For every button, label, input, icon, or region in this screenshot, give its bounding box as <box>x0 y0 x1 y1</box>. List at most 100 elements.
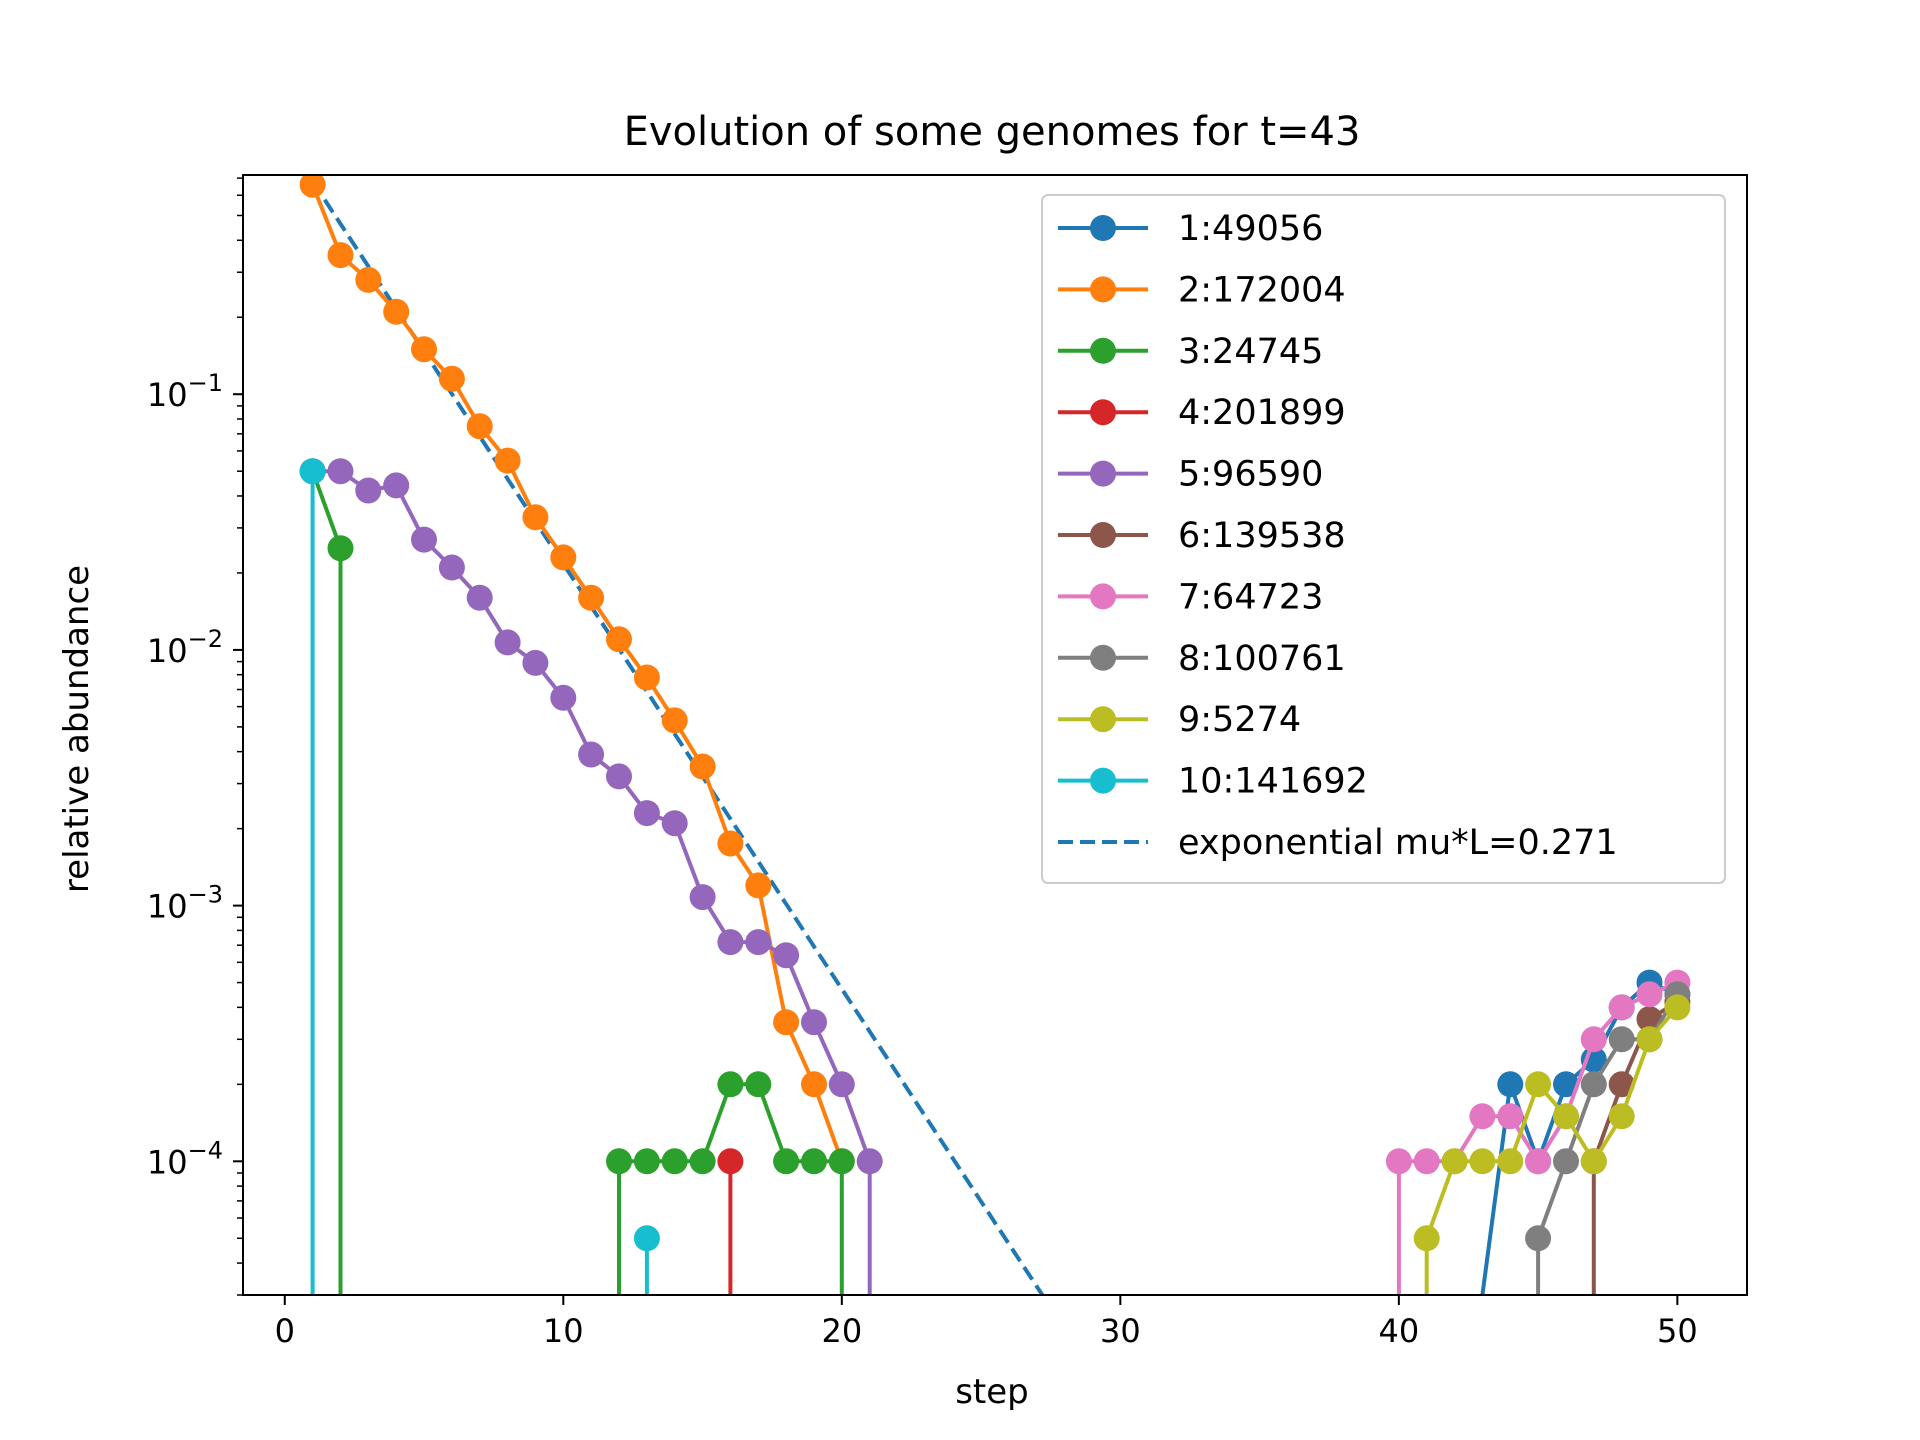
series-point-5:96590 <box>661 810 688 837</box>
legend-label: 6:139538 <box>1178 516 1346 556</box>
legend-swatch-marker <box>1090 644 1116 671</box>
series-point-9:5274 <box>1636 1026 1663 1053</box>
series-point-7:64723 <box>1580 1026 1607 1053</box>
series-point-2:172004 <box>438 365 465 392</box>
series-point-5:96590 <box>717 929 744 956</box>
series-point-5:96590 <box>494 629 521 656</box>
series-point-9:5274 <box>1413 1225 1440 1252</box>
x-tick-label: 30 <box>1100 1312 1141 1350</box>
legend-label: 2:172004 <box>1178 270 1346 310</box>
series-point-5:96590 <box>466 584 493 611</box>
fit-line <box>310 180 1045 1295</box>
series-point-2:172004 <box>773 1009 800 1036</box>
series-point-3:24745 <box>606 1148 632 1175</box>
series-point-2:172004 <box>327 242 354 269</box>
y-tick-label: 10−3 <box>147 881 223 926</box>
series-point-8:100761 <box>1553 1148 1579 1175</box>
axes: 0 10 20 30 40 50 10−1 10−2 10−3 10−4 <box>147 174 1748 1350</box>
x-axis-label: step <box>955 1372 1029 1412</box>
series-point-5:96590 <box>856 1148 883 1175</box>
series-point-4:201899 <box>717 1148 744 1175</box>
legend-label: 7:64723 <box>1178 577 1323 617</box>
series-point-7:64723 <box>1385 1148 1412 1175</box>
series-point-2:172004 <box>717 830 744 857</box>
legend: 1:49056 2:172004 3:24745 4:201899 5:96590 6:1… <box>1041 194 1726 884</box>
series-point-7:64723 <box>1608 994 1635 1021</box>
y-tick-label: 10−2 <box>147 625 223 670</box>
series-point-3:24745 <box>633 1148 660 1175</box>
series-point-9:5274 <box>1664 994 1691 1021</box>
series-point-7:64723 <box>1469 1103 1496 1130</box>
legend-label: 5:96590 <box>1178 455 1323 495</box>
series-point-9:5274 <box>1497 1148 1524 1175</box>
series-point-5:96590 <box>633 800 660 827</box>
series-point-5:96590 <box>383 472 410 499</box>
legend-swatch-marker <box>1090 522 1116 548</box>
series-point-9:5274 <box>1553 1103 1579 1130</box>
series-point-9:5274 <box>1525 1071 1552 1098</box>
y-tick-label: 10−4 <box>147 1136 223 1181</box>
series-point-3:24745 <box>745 1071 772 1098</box>
series-point-5:96590 <box>801 1009 827 1036</box>
series-point-2:172004 <box>466 413 493 440</box>
series-point-10:141692 <box>633 1225 660 1252</box>
series-point-2:172004 <box>411 336 437 363</box>
x-tick-label: 10 <box>543 1312 584 1350</box>
legend-label: 1:49056 <box>1178 209 1323 249</box>
series-point-5:96590 <box>773 942 800 969</box>
series-point-5:96590 <box>327 458 354 485</box>
series-point-9:5274 <box>1608 1103 1635 1130</box>
chart-title: Evolution of some genomes for t=43 <box>624 109 1361 155</box>
series-point-8:100761 <box>1580 1071 1607 1098</box>
y-axis-label: relative abundance <box>57 565 97 893</box>
series-point-1:49056 <box>1553 1071 1579 1098</box>
legend-label: 9:5274 <box>1178 700 1301 740</box>
series-point-5:96590 <box>606 763 632 790</box>
series-point-9:5274 <box>1469 1148 1496 1175</box>
x-tick-label: 40 <box>1378 1312 1419 1350</box>
series-point-3:24745 <box>801 1148 827 1175</box>
series-point-6:139538 <box>1608 1071 1635 1098</box>
series-point-3:24745 <box>828 1148 855 1175</box>
series-point-1:49056 <box>1497 1071 1524 1098</box>
legend-swatch-marker <box>1090 337 1116 364</box>
legend-label: 4:201899 <box>1178 393 1346 433</box>
series-point-2:172004 <box>745 872 772 899</box>
series-point-8:100761 <box>1608 1026 1635 1053</box>
series-point-2:172004 <box>383 298 410 325</box>
series-point-2:172004 <box>522 504 549 531</box>
series-point-2:172004 <box>578 584 605 611</box>
series-point-5:96590 <box>355 477 382 504</box>
series-point-2:172004 <box>801 1071 827 1098</box>
legend-label: 10:141692 <box>1178 762 1368 802</box>
series-point-2:172004 <box>661 707 688 734</box>
series-point-3:24745 <box>773 1148 800 1175</box>
legend-swatch-marker <box>1090 399 1116 426</box>
series-point-5:96590 <box>550 684 577 711</box>
series-point-3:24745 <box>717 1071 744 1098</box>
series-point-7:64723 <box>1636 981 1663 1008</box>
series-point-5:96590 <box>689 884 716 911</box>
series-point-9:5274 <box>1580 1148 1607 1175</box>
axes-frame <box>242 174 1748 1296</box>
series-point-5:96590 <box>522 649 549 676</box>
legend-swatch-marker <box>1090 460 1116 487</box>
series-point-9:5274 <box>1441 1148 1468 1175</box>
series-point-5:96590 <box>578 741 605 768</box>
legend-box <box>1041 194 1726 884</box>
legend-label: 8:100761 <box>1178 639 1346 679</box>
legend-swatch-marker <box>1090 767 1116 794</box>
x-tick-label: 50 <box>1657 1312 1698 1350</box>
series-point-8:100761 <box>1525 1225 1552 1252</box>
y-tick-label: 10−1 <box>147 369 223 414</box>
legend-swatch-marker <box>1090 215 1116 241</box>
series-point-7:64723 <box>1497 1103 1524 1130</box>
series-point-7:64723 <box>1413 1148 1440 1175</box>
series-point-3:24745 <box>327 535 354 562</box>
series-point-5:96590 <box>438 554 465 581</box>
series-point-2:172004 <box>355 266 382 293</box>
legend-label: exponential mu*L=0.271 <box>1178 823 1618 863</box>
legend-swatch-marker <box>1090 706 1116 733</box>
series-point-3:24745 <box>689 1148 716 1175</box>
legend-label: 3:24745 <box>1178 332 1323 372</box>
